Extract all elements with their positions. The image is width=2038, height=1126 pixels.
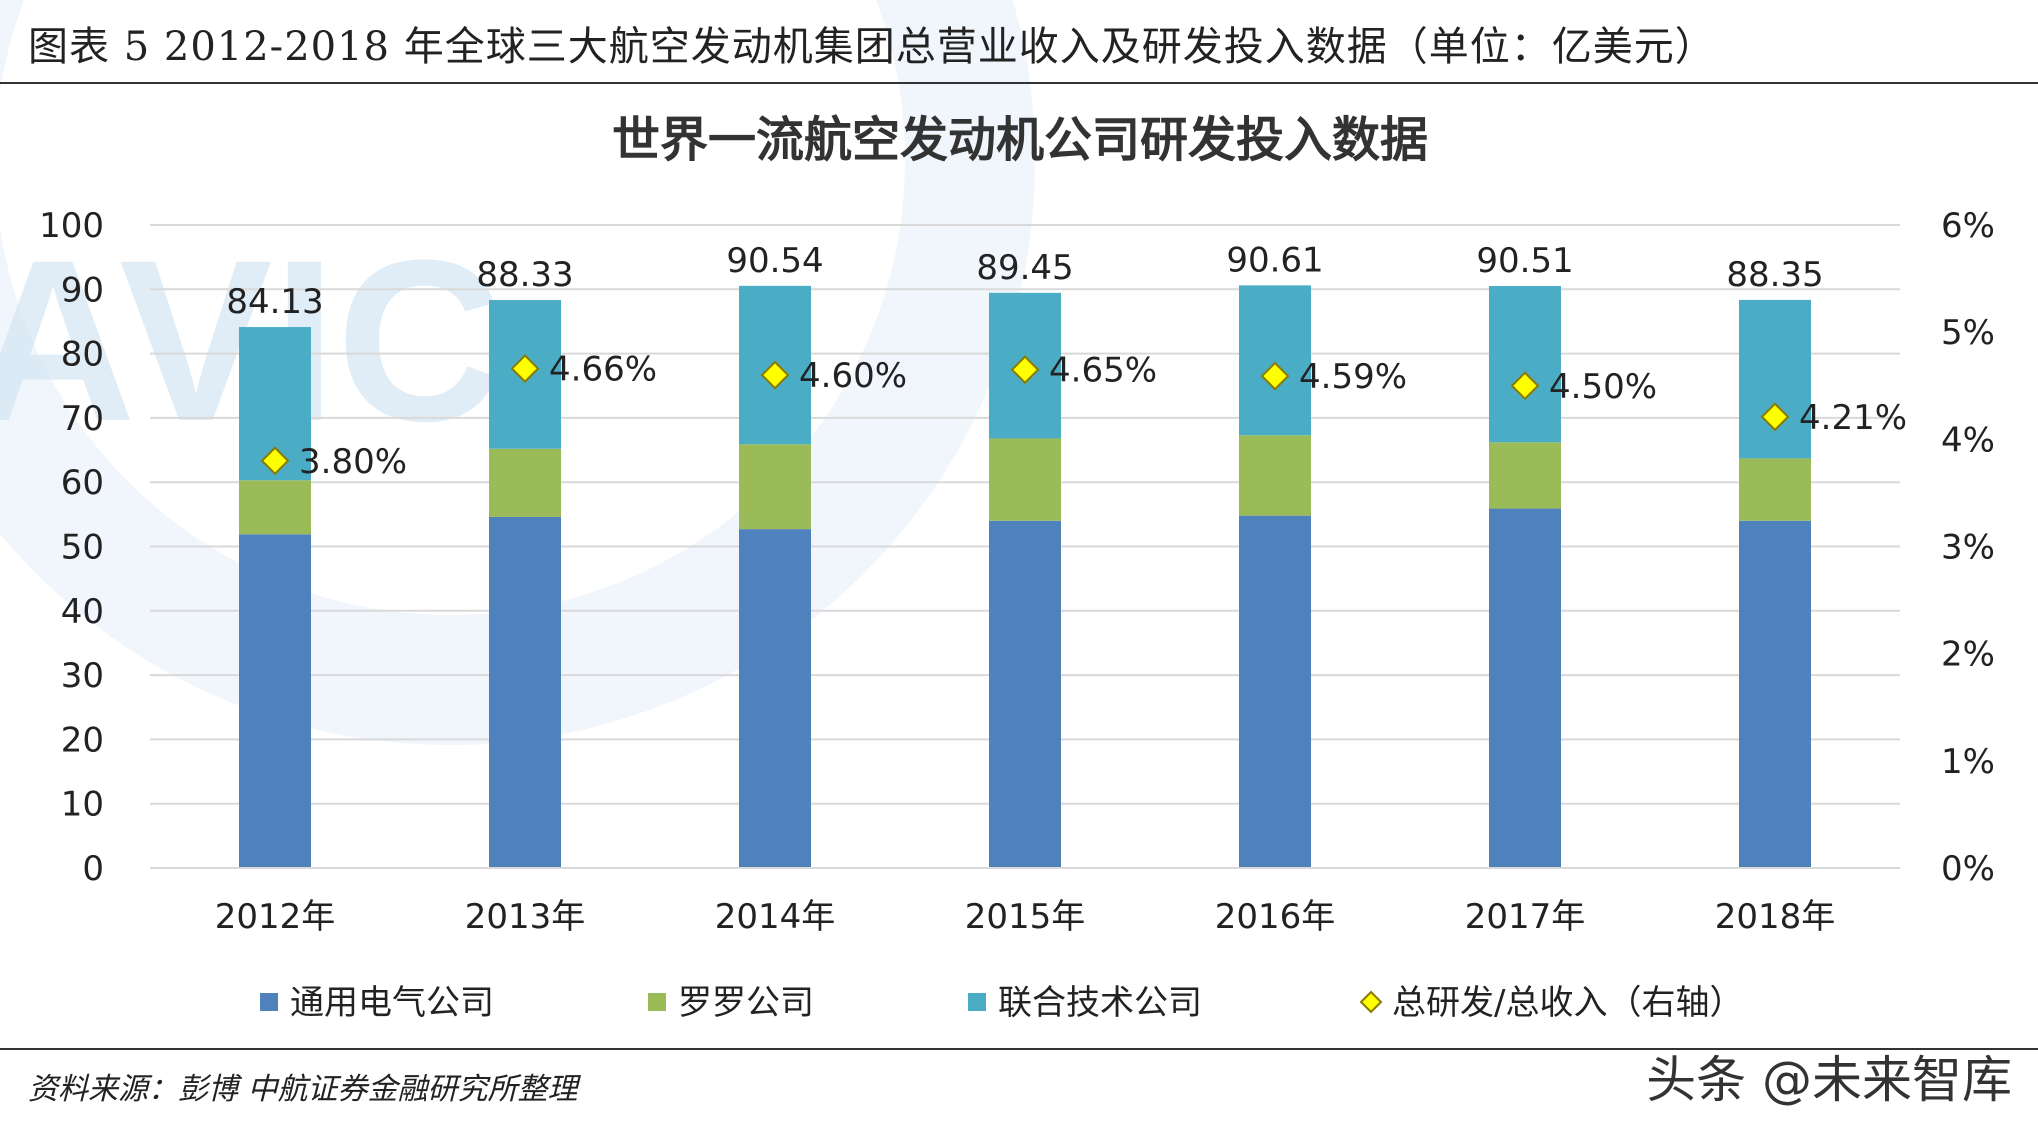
bar-segment-rr [739, 444, 811, 530]
brand-watermark: 头条 @未来智库 [1646, 1051, 2012, 1109]
bottom-divider [0, 1048, 2038, 1050]
y-tick-label: 40 [61, 592, 104, 632]
y-tick-label: 50 [61, 528, 104, 568]
bar-segment-ge [739, 529, 811, 868]
y2-tick-label: 3% [1941, 528, 1995, 568]
right-axis: 0% 1% 2% 3% 4% 5% 6% [1941, 206, 1995, 889]
ratio-marker [1510, 371, 1540, 401]
x-tick-label: 2013年 [465, 897, 586, 937]
legend-label: 罗罗公司 [678, 983, 814, 1023]
bar-segment-ge [1489, 508, 1561, 868]
y2-tick-label: 0% [1941, 849, 1995, 889]
ratio-marker [1260, 361, 1290, 391]
bar-segment-rr [1239, 435, 1311, 516]
bar-segment-rr [489, 448, 561, 517]
total-label: 84.13 [226, 282, 323, 322]
bar-segment-utc [1239, 285, 1311, 436]
legend: 通用电气公司 罗罗公司 联合技术公司 总研发/总收入（右轴） [260, 983, 1743, 1023]
y2-tick-label: 6% [1941, 206, 1995, 246]
chart-title: 世界一流航空发动机公司研发投入数据 [612, 112, 1428, 168]
x-tick-label: 2016年 [1215, 897, 1336, 937]
y-tick-label: 70 [61, 399, 104, 439]
x-tick-label: 2015年 [965, 897, 1086, 937]
total-label: 90.54 [726, 241, 823, 281]
y-tick-label: 80 [61, 335, 104, 375]
y-tick-label: 30 [61, 656, 104, 696]
figure-caption: 图表 5 2012-2018 年全球三大航空发动机集团总营业收入及研发投入数据（… [28, 24, 1716, 70]
y2-tick-label: 5% [1941, 313, 1995, 353]
legend-swatch [968, 993, 986, 1011]
legend-label: 通用电气公司 [290, 983, 494, 1023]
x-axis: 2012年 2013年 2014年 2015年 2016年 2017年 2018年 [150, 867, 1900, 937]
legend-swatch [260, 993, 278, 1011]
ratio-label: 4.21% [1799, 398, 1907, 438]
ratio-label: 4.60% [799, 356, 907, 396]
stacked-bar-chart: 世界一流航空发动机公司研发投入数据 0 10 20 30 40 50 60 70 80 90 100… [39, 112, 1995, 1023]
y-tick-label: 20 [61, 720, 104, 760]
ratio-marker [1760, 402, 1790, 432]
bar-segment-utc [1489, 286, 1561, 443]
ratio-marker [260, 446, 290, 476]
total-labels: 84.13 88.33 90.54 89.45 90.61 90.51 88.35 [226, 240, 1823, 322]
bar-segment-ge [989, 520, 1061, 868]
x-tick-label: 2018年 [1715, 897, 1836, 937]
legend-swatch [1359, 990, 1383, 1014]
y2-tick-label: 2% [1941, 635, 1995, 675]
ratio-label: 3.80% [299, 442, 407, 482]
total-label: 90.51 [1476, 241, 1573, 281]
legend-swatch [648, 993, 666, 1011]
ratio-marker [760, 360, 790, 390]
y-tick-label: 10 [61, 785, 104, 825]
bar-segment-utc [1739, 299, 1811, 459]
y2-tick-label: 1% [1941, 742, 1995, 782]
left-axis: 0 10 20 30 40 50 60 70 80 90 100 [39, 206, 104, 889]
bar-segment-ge [489, 516, 561, 868]
ratio-label: 4.50% [1549, 367, 1657, 407]
x-tick-label: 2014年 [715, 897, 836, 937]
y-tick-label: 90 [61, 270, 104, 310]
legend-label: 总研发/总收入（右轴） [1392, 983, 1743, 1023]
ratio-label: 4.59% [1299, 357, 1407, 397]
bar-segment-ge [239, 534, 311, 868]
legend-item-utc: 联合技术公司 [968, 983, 1202, 1023]
bar-segment-rr [989, 438, 1061, 521]
legend-label: 联合技术公司 [998, 983, 1202, 1023]
y-tick-label: 100 [39, 206, 104, 246]
bar-segment-ge [1239, 515, 1311, 868]
y-tick-label: 60 [61, 463, 104, 503]
y2-tick-label: 4% [1941, 420, 1995, 460]
x-tick-label: 2012年 [215, 897, 336, 937]
ratio-marker [510, 354, 540, 384]
total-label: 89.45 [976, 248, 1073, 288]
y-tick-label: 0 [82, 849, 104, 889]
total-label: 88.33 [476, 255, 573, 295]
ratio-label: 4.65% [1049, 351, 1157, 391]
bar-segment-rr [1489, 442, 1561, 509]
legend-item-ratio: 总研发/总收入（右轴） [1359, 983, 1743, 1023]
top-divider [0, 82, 2038, 84]
ratio-series: 3.80% 4.66% 4.60% 4.65% 4.59% 4.50% 4.21% [260, 350, 1907, 482]
ratio-marker [1010, 355, 1040, 385]
total-label: 90.61 [1226, 240, 1323, 280]
total-label: 88.35 [1726, 255, 1823, 295]
legend-item-ge: 通用电气公司 [260, 983, 494, 1023]
source-note: 资料来源：彭博 中航证券金融研究所整理 [28, 1072, 578, 1107]
ratio-label: 4.66% [549, 350, 657, 390]
x-tick-label: 2017年 [1465, 897, 1586, 937]
bar-segment-rr [1739, 458, 1811, 521]
legend-item-rr: 罗罗公司 [648, 983, 814, 1023]
bar-segment-ge [1739, 520, 1811, 868]
bar-segment-rr [239, 480, 311, 535]
